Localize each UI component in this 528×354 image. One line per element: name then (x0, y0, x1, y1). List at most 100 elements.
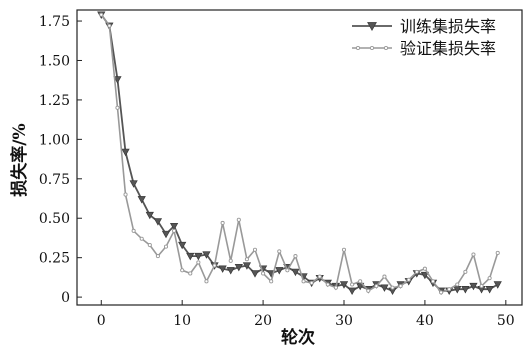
train-loss-point (121, 148, 130, 157)
val-loss-point (293, 254, 298, 259)
val-loss-point (228, 258, 233, 263)
val-loss-point (325, 282, 330, 287)
val-loss-point (309, 280, 314, 285)
x-tick-label: 50 (497, 313, 515, 329)
legend-val-marker (355, 45, 361, 51)
y-tick-label: 0.50 (39, 211, 70, 227)
val-loss-point (261, 271, 266, 276)
val-loss-point (333, 285, 338, 290)
val-loss-point (487, 276, 492, 281)
train-loss-point (145, 211, 154, 220)
x-axis-label: 轮次 (281, 327, 315, 348)
x-tick-label: 10 (173, 313, 191, 329)
val-loss-point (301, 279, 306, 284)
val-loss-point (172, 228, 177, 233)
train-loss-point (275, 267, 284, 275)
train-loss-point (380, 284, 389, 292)
train-loss-point (420, 271, 430, 280)
x-tick-label: 20 (254, 313, 272, 329)
y-tick-label: 1.00 (39, 132, 70, 148)
val-loss-point (495, 250, 500, 255)
train-loss-point (113, 76, 122, 84)
val-loss-point (147, 243, 152, 248)
val-loss-point (204, 279, 209, 284)
y-tick-label: 1.25 (39, 93, 70, 109)
val-loss-point (244, 257, 249, 262)
val-loss-point (220, 220, 225, 226)
train-loss-point (153, 218, 163, 226)
val-loss-point (463, 269, 468, 274)
train-loss-point (469, 282, 478, 291)
val-loss-point (188, 271, 193, 276)
val-loss-point (455, 282, 460, 287)
val-loss-point (398, 284, 403, 289)
val-loss-point (123, 192, 128, 197)
legend-val-marker (369, 45, 375, 51)
val-loss-point (139, 236, 144, 241)
val-loss-point (155, 254, 160, 259)
train-loss-point (137, 196, 146, 204)
val-loss-point (99, 12, 104, 17)
train-loss-point (169, 222, 179, 231)
val-loss-point (374, 284, 379, 289)
val-loss-point (447, 287, 452, 292)
val-loss-point (277, 249, 282, 254)
x-tick-label: 30 (335, 313, 353, 329)
train-loss-point (129, 180, 138, 188)
val-loss-point (439, 290, 444, 295)
val-loss-point (252, 247, 258, 252)
train-loss-point (178, 241, 187, 250)
val-loss-point (350, 282, 355, 287)
y-axis-label: 损失率/% (9, 123, 30, 196)
val-loss-point (163, 244, 169, 249)
train-loss-point (161, 230, 171, 239)
plot-frame (76, 9, 523, 306)
val-loss-point (422, 266, 427, 271)
train-loss-point (202, 251, 211, 259)
y-tick-label: 0 (61, 290, 70, 306)
legend-val-label: 验证集损失率 (400, 39, 496, 58)
val-loss-point (115, 105, 120, 110)
val-loss-point (341, 247, 347, 252)
train-loss-point (347, 287, 357, 296)
train-loss-point (493, 281, 502, 289)
train-loss-point (461, 286, 470, 294)
val-loss-point (196, 260, 201, 265)
val-loss-point (285, 268, 290, 273)
legend-val-marker (383, 45, 389, 51)
val-loss-point (479, 284, 484, 289)
val-loss-point (366, 288, 371, 293)
y-tick-label: 0.25 (39, 251, 70, 267)
y-tick-label: 1.50 (39, 53, 70, 69)
train-loss-point (194, 252, 203, 261)
val-loss-point (107, 23, 112, 28)
val-loss-point (358, 279, 363, 284)
train-loss-point (339, 281, 349, 289)
val-loss-point (471, 252, 476, 257)
train-loss-point (291, 268, 300, 277)
y-tick-label: 0.75 (39, 172, 70, 188)
val-loss-point (382, 274, 387, 279)
val-loss-point (212, 263, 217, 268)
legend-train-marker (367, 22, 377, 32)
x-tick-label: 0 (97, 313, 106, 329)
train-loss-point (250, 270, 260, 278)
y-tick-label: 1.75 (39, 14, 70, 30)
train-loss-point (186, 252, 195, 261)
train-loss-point (226, 267, 235, 275)
val-loss-point (406, 277, 411, 282)
val-loss-line (100, 14, 499, 294)
val-loss-point (430, 279, 436, 284)
train-loss-point (242, 262, 252, 270)
val-loss-point (414, 269, 419, 274)
val-loss-point (131, 228, 136, 233)
train-loss-point (218, 265, 227, 273)
val-loss-point (390, 285, 395, 290)
train-loss-point (234, 263, 243, 272)
val-loss-point (317, 274, 322, 279)
val-loss-point (269, 279, 274, 284)
val-loss-point (236, 217, 241, 222)
x-tick-label: 40 (416, 313, 434, 329)
